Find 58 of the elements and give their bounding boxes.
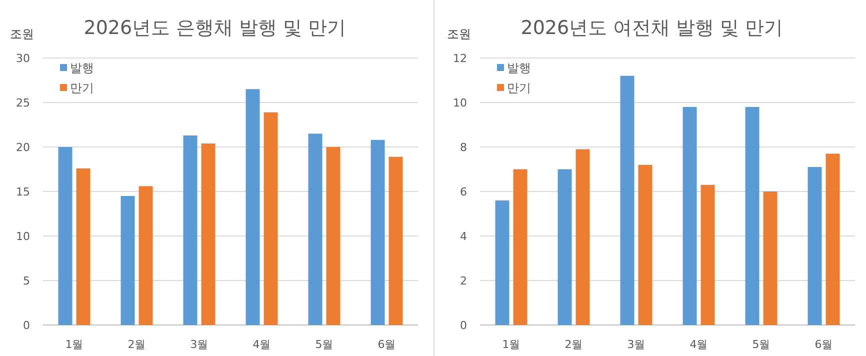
- bar: [638, 164, 652, 325]
- bar: [745, 106, 760, 325]
- bar: [183, 135, 198, 325]
- bar: [763, 192, 778, 325]
- bar: [700, 184, 715, 325]
- y-tick-label: 6: [460, 186, 467, 198]
- x-tick-label: 3월: [627, 338, 646, 351]
- y-tick-label: 2: [460, 274, 467, 288]
- bar: [558, 169, 572, 325]
- x-tick-label: 5월: [315, 338, 334, 351]
- bar: [58, 147, 72, 325]
- legend-label: 만기: [507, 81, 531, 95]
- bar: [495, 200, 510, 325]
- x-tick-label: 4월: [252, 338, 271, 351]
- x-tick-label: 5월: [752, 338, 770, 351]
- bar: [76, 168, 90, 325]
- y-tick-label: 10: [453, 96, 467, 110]
- y-tick-label: 25: [16, 96, 30, 110]
- bar: [576, 149, 590, 325]
- y-axis-title: 조원: [447, 27, 471, 41]
- bar: [246, 89, 260, 325]
- y-axis-title: 조원: [10, 27, 34, 41]
- chart-title: 2026년도 여전채 발행 및 만기: [520, 17, 784, 39]
- bar: [308, 134, 322, 325]
- x-tick-label: 3월: [190, 338, 208, 351]
- y-tick-label: 5: [23, 274, 30, 288]
- bar: [326, 147, 340, 325]
- bar: [264, 112, 278, 325]
- bar: [682, 106, 697, 325]
- legend-label: 발행: [507, 61, 531, 75]
- x-tick-label: 1월: [65, 338, 84, 351]
- y-tick-label: 20: [16, 141, 30, 154]
- legend-label: 만기: [70, 81, 94, 95]
- bar: [370, 140, 385, 325]
- bar: [620, 76, 634, 325]
- bar: [138, 186, 153, 325]
- y-tick-label: 15: [16, 186, 30, 198]
- chart-title: 2026년도 은행채 발행 및 만기: [84, 17, 346, 39]
- y-tick-label: 12: [453, 52, 467, 65]
- x-tick-label: 2월: [128, 338, 146, 351]
- x-tick-label: 2월: [564, 338, 583, 351]
- y-tick-label: 10: [16, 230, 30, 243]
- x-tick-label: 6월: [814, 338, 833, 351]
- x-tick-label: 1월: [502, 338, 520, 351]
- bar: [826, 154, 840, 325]
- y-tick-label: 0: [23, 319, 30, 332]
- bar: [388, 156, 403, 325]
- y-tick-label: 8: [460, 141, 467, 154]
- bar: [120, 196, 135, 325]
- y-tick-label: 30: [16, 52, 30, 65]
- x-tick-label: 6월: [378, 338, 396, 351]
- x-tick-label: 4월: [690, 338, 708, 351]
- legend-label: 발행: [70, 61, 94, 75]
- bar: [808, 167, 822, 325]
- y-tick-label: 4: [460, 230, 467, 243]
- bar: [201, 143, 216, 325]
- y-tick-label: 0: [460, 319, 467, 332]
- bar: [513, 169, 528, 325]
